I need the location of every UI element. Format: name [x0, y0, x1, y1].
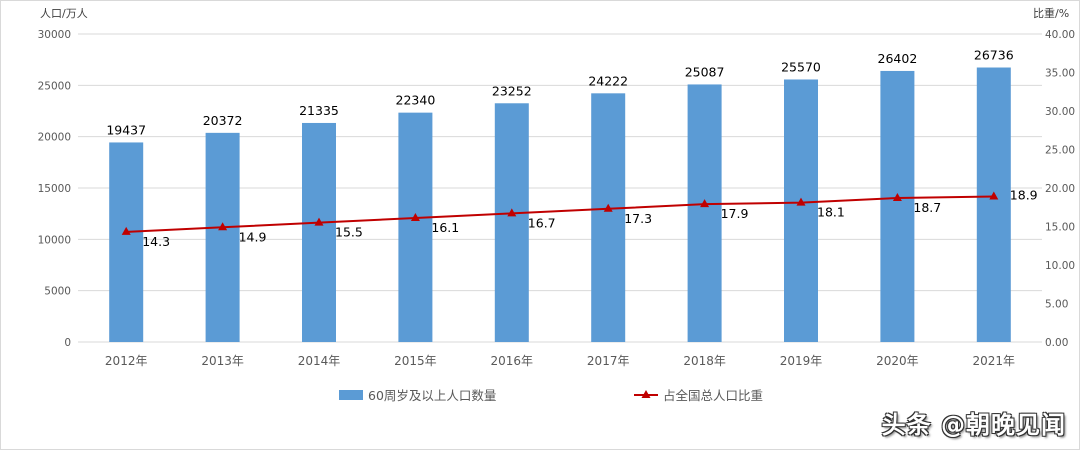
left-axis-tick: 20000 — [38, 132, 71, 144]
triangle-marker-icon — [507, 208, 517, 217]
bar-value-label: 25570 — [781, 59, 821, 74]
x-axis: 2012年 2013年 2014年 2015年 2016年 2017年 2018年 2019年… — [105, 354, 1015, 368]
bar — [302, 122, 336, 342]
legend-triangle-marker-icon — [641, 390, 651, 398]
left-axis-tick: 25000 — [38, 80, 71, 92]
bar-value-label: 26402 — [878, 51, 918, 66]
bar — [591, 93, 626, 342]
right-axis-tick: 35.00 — [1045, 68, 1075, 80]
line-value-label: 17.3 — [624, 211, 652, 226]
triangle-marker-icon — [410, 213, 420, 222]
triangle-marker-icon — [603, 203, 613, 212]
right-axis-tick: 15.00 — [1045, 222, 1075, 234]
triangle-marker-icon — [218, 222, 228, 231]
bar — [205, 132, 240, 342]
bar-value-label: 24222 — [588, 73, 628, 88]
triangle-marker-icon — [700, 199, 710, 208]
line-value-label: 14.9 — [239, 229, 267, 244]
bar-value-label: 26736 — [974, 48, 1014, 63]
bar-value-label: 21335 — [299, 103, 339, 118]
bar-value-label: 25087 — [685, 64, 725, 79]
x-axis-category: 2015年 — [394, 354, 437, 368]
right-axis-tick: 0.00 — [1045, 337, 1068, 349]
triangle-marker-icon — [121, 226, 131, 235]
line-value-label: 18.7 — [913, 200, 941, 215]
trend-line — [126, 195, 994, 233]
line-value-label: 16.1 — [431, 220, 459, 235]
right-axis-tick: 40.00 — [1045, 29, 1075, 41]
left-axis-title: 人口/万人 — [40, 7, 88, 20]
bar — [976, 67, 1011, 342]
triangle-marker-icon — [796, 197, 806, 206]
bar — [687, 84, 722, 343]
left-axis-tick: 30000 — [38, 29, 71, 41]
triangle-marker-icon — [989, 191, 999, 200]
left-axis-tick: 10000 — [38, 234, 71, 246]
line-value-label: 17.9 — [721, 206, 749, 221]
bar — [494, 103, 529, 342]
bar-value-label: 19437 — [106, 122, 146, 137]
x-axis-category: 2021年 — [973, 354, 1016, 368]
watermark: 头条 @朝晚见闻 — [881, 411, 1066, 439]
right-axis-tick: 10.00 — [1045, 260, 1075, 272]
legend-bar-label: 60周岁及以上人口数量 — [368, 388, 496, 403]
x-axis-category: 2017年 — [587, 354, 630, 368]
right-axis-title: 比重/% — [1033, 6, 1069, 20]
triangle-marker-icon — [314, 217, 324, 226]
line-value-label: 16.7 — [528, 215, 556, 230]
left-axis: 0 5000 10000 15000 20000 25000 30000 — [38, 29, 71, 349]
right-axis: 0.00 5.00 10.00 15.00 20.00 25.00 30.00 35.00 40… — [1045, 29, 1075, 349]
triangle-marker-icon — [892, 193, 902, 202]
line-value-label: 14.3 — [142, 234, 170, 249]
line-value-label: 18.1 — [817, 205, 845, 220]
x-axis-category: 2018年 — [683, 354, 726, 368]
left-axis-tick: 0 — [64, 337, 71, 349]
left-axis-tick: 5000 — [44, 286, 71, 298]
left-axis-tick: 15000 — [38, 183, 71, 195]
x-axis-category: 2020年 — [876, 354, 919, 368]
legend-line-label: 占全国总人口比重 — [663, 388, 763, 403]
bar — [398, 112, 433, 342]
bar — [880, 70, 915, 343]
x-axis-category: 2013年 — [201, 354, 244, 368]
bar — [109, 142, 144, 342]
x-axis-category: 2014年 — [298, 354, 341, 368]
bar-value-label: 22340 — [396, 93, 436, 108]
x-axis-category: 2019年 — [780, 354, 823, 368]
right-axis-tick: 25.00 — [1045, 145, 1075, 157]
line-series: 14.3 14.9 15.5 16.1 16.7 17.3 17.9 18.1 18.7 18.9 — [121, 187, 1038, 249]
right-axis-tick: 20.00 — [1045, 183, 1075, 195]
right-axis-tick: 5.00 — [1045, 299, 1068, 311]
line-value-label: 18.9 — [1010, 187, 1038, 202]
bar-series: 19437 20372 21335 22340 23252 24222 25087 25570… — [106, 48, 1014, 343]
bar-value-label: 23252 — [492, 83, 532, 98]
x-axis-category: 2012年 — [105, 354, 148, 368]
legend: 60周岁及以上人口数量 占全国总人口比重 — [339, 388, 763, 403]
right-axis-tick: 30.00 — [1045, 106, 1075, 118]
x-axis-category: 2016年 — [491, 354, 534, 368]
line-value-label: 15.5 — [335, 225, 363, 240]
legend-bar-swatch-icon — [339, 390, 363, 400]
bar — [784, 79, 818, 343]
bar-value-label: 20372 — [203, 113, 243, 128]
